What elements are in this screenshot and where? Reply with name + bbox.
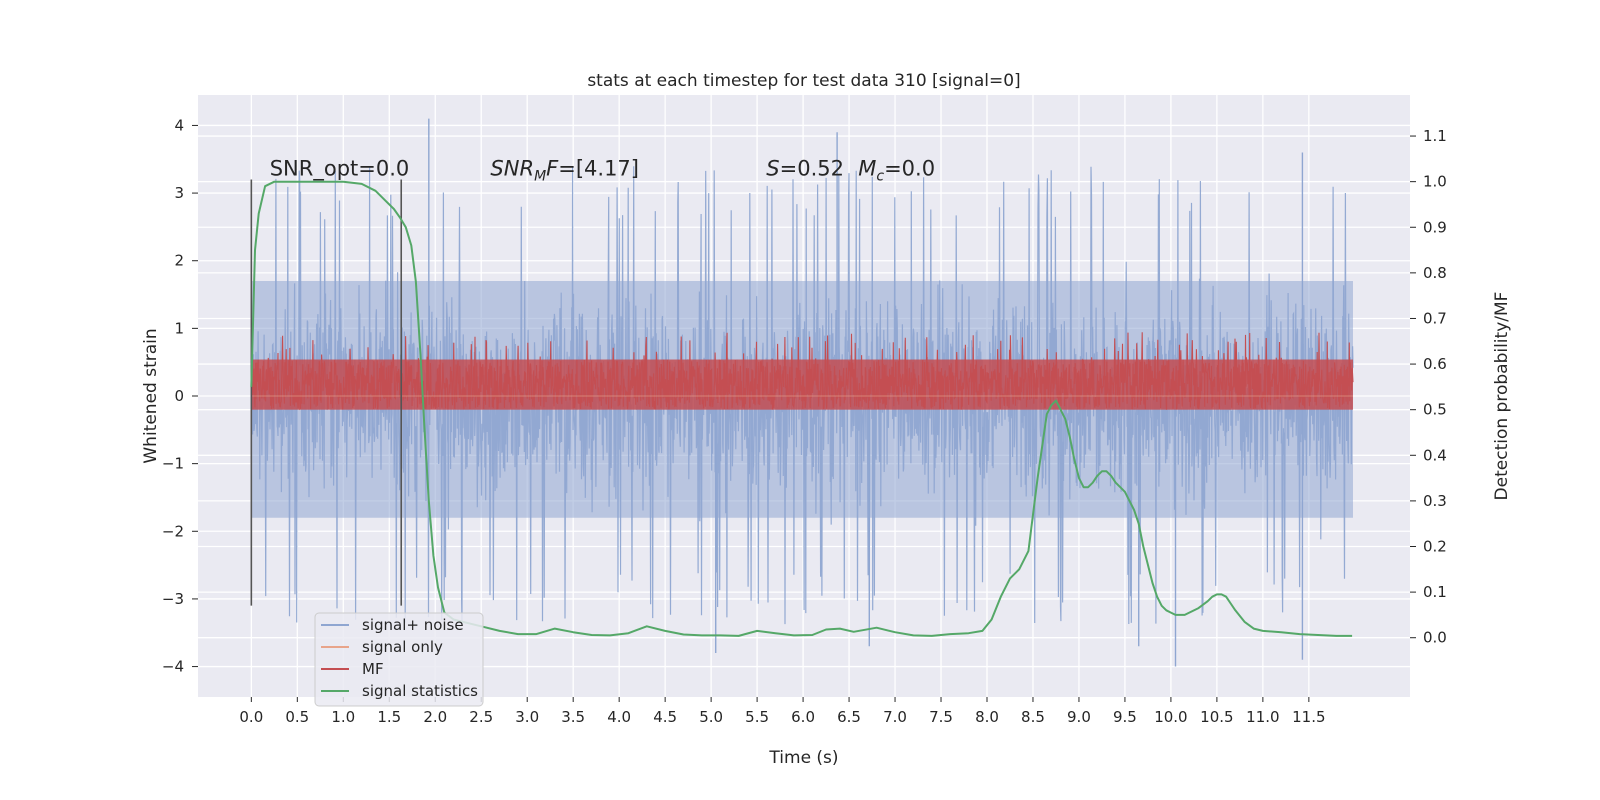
y-left-tick-label: 3 [174,184,184,202]
y-right-tick-label: 0.5 [1423,401,1447,419]
y-left-tick-label: 1 [174,319,184,337]
y-right-tick-label: 0.4 [1423,446,1447,464]
x-tick-label: 10.5 [1200,708,1233,726]
y-right-tick-label: 0.0 [1423,629,1447,647]
x-tick-label: 5.0 [699,708,723,726]
x-axis-label: Time (s) [768,748,838,768]
vertical-markers [250,179,403,606]
x-tick-label: 0.0 [239,708,263,726]
x-tick-label: 4.0 [607,708,631,726]
y-right-tick-label: 0.1 [1423,583,1447,601]
y-right-tick-label: 0.3 [1423,492,1447,510]
y-right-tick-label: 0.7 [1423,309,1447,327]
annotation-s-number: =0.52 [780,157,844,181]
y-left-tick-label: −2 [162,522,184,540]
x-tick-label: 4.5 [653,708,677,726]
legend-label: MF [362,660,384,678]
annotation-snr-mf-value: =[4.17] [558,157,639,181]
legend: signal+ noise signal only MF signal statist… [314,612,484,707]
x-tick-label: 0.5 [285,708,309,726]
x-tick-label: 8.5 [1021,708,1045,726]
x-tick-label: 7.5 [929,708,953,726]
y-left-tick-label: −1 [162,455,184,473]
y-axis-left-label: Whitened strain [141,328,161,463]
y-axis-right-label: Detection probability/MF [1492,292,1512,501]
x-tick-label: 3.0 [515,708,539,726]
annotation-mc-number: =0.0 [884,157,935,181]
x-tick-label: 2.5 [469,708,493,726]
x-tick-label: 7.0 [883,708,907,726]
x-tick-label: 9.0 [1067,708,1091,726]
signal-statistics-line [250,180,1353,637]
legend-box [314,612,484,707]
x-tick-label: 5.5 [745,708,769,726]
legend-label: signal+ noise [362,616,464,634]
legend-label: signal only [362,638,443,656]
annotation-snr-opt: SNR_opt=0.0 [270,157,410,182]
y-left-tick-label: 2 [174,252,184,270]
y-right-tick-label: 0.6 [1423,355,1447,373]
x-tick-label: 9.5 [1113,708,1137,726]
x-tick-label: 1.5 [377,708,401,726]
y-left-tick-label: 4 [174,116,184,134]
x-tick-label: 3.5 [561,708,585,726]
y-right-tick-label: 1.0 [1423,173,1447,191]
x-tick-label: 11.0 [1246,708,1279,726]
x-tick-label: 1.0 [331,708,355,726]
x-tick-label: 2.0 [423,708,447,726]
x-tick-label: 6.0 [791,708,815,726]
legend-label: signal statistics [362,682,478,700]
y-left-tick-label: −4 [162,658,184,676]
y-right-tick-label: 1.1 [1423,127,1447,145]
x-tick-label: 11.5 [1292,708,1325,726]
y-right-tick-label: 0.9 [1423,218,1447,236]
x-tick-label: 8.0 [975,708,999,726]
x-tick-label: 10.0 [1154,708,1187,726]
y-left-tick-label: −3 [162,590,184,608]
chart-title: stats at each timestep for test data 310… [587,71,1020,91]
signal-statistics-series [250,180,1353,637]
y-right-tick-label: 0.2 [1423,538,1447,556]
mf-series [250,332,1354,411]
y-left-tick-label: 0 [174,387,184,405]
y-right-tick-label: 0.8 [1423,264,1447,282]
annotation-s-value: S=0.52 [766,157,844,181]
annotation-snr-mf: SNRMF=[4.17] [490,157,639,185]
x-tick-label: 6.5 [837,708,861,726]
annotation-mc-value: Mc=0.0 [858,157,935,185]
mf-line [250,332,1354,411]
tick-layer: 0.0 0.5 1.0 1.5 2.0 2.5 3.0 3.5 4.0 4.5 5.0 5.5 6.0 6… [162,116,1447,726]
